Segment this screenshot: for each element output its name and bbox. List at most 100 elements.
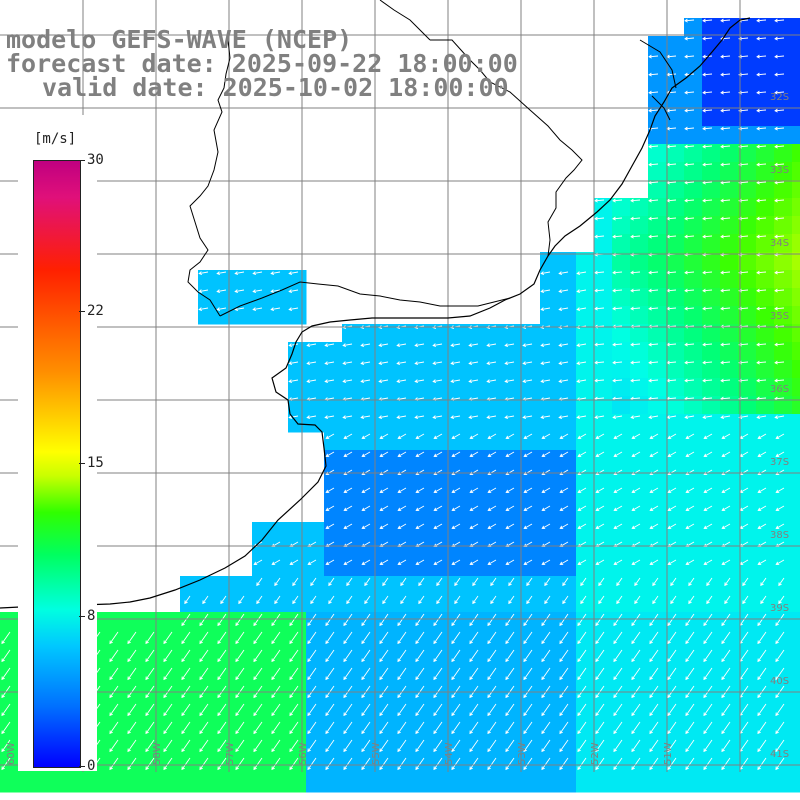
field-cell [432, 594, 451, 613]
wind-arrow [562, 595, 569, 605]
field-cell [468, 360, 487, 379]
field-cell [198, 630, 217, 649]
latitude-label: 32S [770, 92, 789, 103]
field-cell [324, 342, 343, 361]
field-cell [648, 612, 667, 631]
wind-arrow [616, 595, 623, 605]
field-cell [630, 216, 649, 235]
wind-arrow [702, 198, 713, 203]
field-cell [306, 774, 325, 793]
wind-arrow [523, 505, 533, 512]
wind-arrow [775, 649, 785, 663]
wind-arrow [433, 613, 443, 627]
field-cell [378, 684, 397, 703]
field-cell [720, 774, 739, 793]
field-cell [252, 648, 271, 667]
wind-arrow [181, 721, 191, 735]
field-cell [792, 108, 800, 127]
wind-arrow [721, 559, 731, 566]
field-cell [702, 684, 721, 703]
wind-arrow [468, 343, 479, 348]
wind-arrow [720, 198, 731, 203]
field-cell [684, 720, 703, 739]
field-cell [738, 144, 757, 163]
field-cell [450, 324, 469, 343]
wind-arrow [559, 613, 569, 627]
field-cell [774, 414, 793, 433]
wind-arrow [702, 306, 713, 311]
longitude-label: 56W [298, 742, 309, 765]
wind-arrow [382, 595, 389, 605]
field-cell [540, 594, 559, 613]
wind-arrow [361, 433, 371, 440]
field-cell [414, 342, 433, 361]
field-cell [270, 612, 289, 631]
field-cell [450, 414, 469, 433]
wind-arrow [451, 739, 461, 753]
wind-arrow [577, 703, 587, 717]
field-cell [396, 576, 415, 595]
field-cell [486, 612, 505, 631]
wind-arrow [738, 54, 749, 59]
wind-arrow [361, 649, 371, 663]
wind-arrow [685, 721, 695, 735]
wind-arrow [595, 523, 605, 530]
field-cell [486, 576, 505, 595]
wind-arrow [738, 342, 749, 347]
field-cell [756, 648, 775, 667]
wind-arrow [756, 180, 767, 185]
wind-arrow [346, 577, 353, 587]
wind-arrow [774, 378, 785, 383]
colorbar-tick-label: 22 [87, 303, 104, 319]
wind-arrow [630, 342, 641, 347]
wind-arrow [774, 126, 785, 131]
wind-arrow [721, 451, 731, 458]
field-cell [144, 684, 163, 703]
field-cell [756, 738, 775, 757]
field-cell [342, 324, 361, 343]
field-cell [612, 630, 631, 649]
wind-arrow [1, 631, 11, 645]
field-cell [792, 72, 800, 91]
field-cell [468, 666, 487, 685]
wind-arrow [523, 739, 533, 753]
field-cell [792, 450, 800, 469]
wind-arrow [558, 271, 569, 276]
wind-arrow [415, 721, 425, 735]
wind-arrow [270, 271, 281, 276]
wind-arrow [324, 379, 335, 384]
wind-arrow [559, 739, 569, 753]
wind-arrow [454, 577, 461, 587]
field-cell [648, 720, 667, 739]
wind-arrow [505, 739, 515, 753]
field-cell [342, 396, 361, 415]
field-cell [306, 576, 325, 595]
field-cell [558, 378, 577, 397]
wind-arrow [742, 595, 749, 605]
field-cell [144, 738, 163, 757]
wind-arrow [307, 559, 317, 566]
field-cell [450, 684, 469, 703]
field-cell [126, 648, 145, 667]
field-cell [576, 342, 595, 361]
field-cell [198, 684, 217, 703]
wind-arrow [364, 595, 371, 605]
field-cell [738, 738, 757, 757]
wind-arrow [415, 487, 425, 494]
wind-arrow [361, 631, 371, 645]
field-cell [720, 144, 739, 163]
field-cell [414, 378, 433, 397]
wind-arrow [649, 757, 659, 771]
field-cell [486, 774, 505, 793]
field-cell [540, 702, 559, 721]
field-cell [252, 576, 271, 595]
wind-arrow [577, 649, 587, 663]
field-cell [540, 252, 559, 271]
wind-arrow [109, 667, 119, 681]
wind-arrow [271, 559, 281, 566]
wind-arrow [706, 595, 713, 605]
wind-arrow [415, 451, 425, 458]
field-cell [0, 702, 19, 721]
field-cell [234, 702, 253, 721]
wind-arrow [468, 415, 479, 420]
